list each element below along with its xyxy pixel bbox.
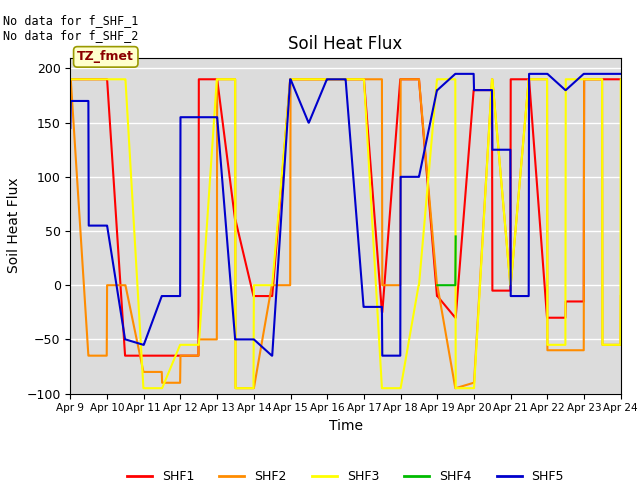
- X-axis label: Time: Time: [328, 419, 363, 433]
- Y-axis label: Soil Heat Flux: Soil Heat Flux: [7, 178, 20, 274]
- Legend: SHF1, SHF2, SHF3, SHF4, SHF5: SHF1, SHF2, SHF3, SHF4, SHF5: [122, 465, 569, 480]
- Text: No data for f_SHF_1
No data for f_SHF_2: No data for f_SHF_1 No data for f_SHF_2: [3, 14, 139, 42]
- Title: Soil Heat Flux: Soil Heat Flux: [289, 35, 403, 53]
- Text: TZ_fmet: TZ_fmet: [77, 50, 134, 63]
